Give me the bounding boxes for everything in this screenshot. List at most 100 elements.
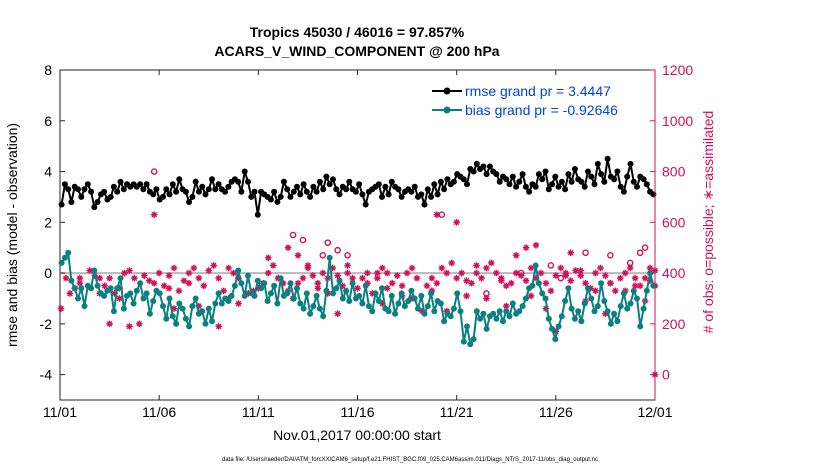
obs-assimilated-marker: [200, 282, 208, 290]
legend-rmse-marker: [443, 87, 451, 95]
bias-point: [450, 305, 457, 312]
bias-point: [339, 295, 346, 302]
plot-area: [59, 69, 656, 401]
bias-point: [218, 300, 225, 307]
bias-point: [61, 254, 68, 261]
obs-possible-marker: [483, 290, 490, 297]
y-right-tick-label: 0: [662, 367, 670, 383]
x-tick-label: 11/01: [43, 404, 77, 420]
obs-assimilated-marker: [597, 264, 604, 272]
rmse-point: [565, 171, 572, 178]
obs-assimilated-marker: [378, 264, 386, 272]
bias-point: [437, 300, 444, 307]
bias-point: [555, 323, 562, 330]
rmse-point: [88, 188, 95, 195]
rmse-point: [212, 186, 219, 193]
bias-point: [585, 285, 591, 292]
bias-point: [284, 290, 291, 297]
obs-assimilated-marker: [567, 277, 575, 284]
bias-point: [277, 275, 284, 282]
rmse-point: [509, 173, 516, 180]
bias-point: [418, 292, 425, 299]
obs-assimilated-marker: [502, 302, 510, 310]
obs-assimilated-marker: [383, 269, 391, 277]
obs-assimilated-marker: [354, 285, 361, 292]
bias-point: [565, 285, 572, 292]
obs-assimilated-marker: [413, 274, 421, 282]
obs-possible-marker: [636, 249, 644, 257]
bias-point: [107, 285, 114, 292]
obs-assimilated-marker: [210, 262, 218, 269]
rmse-point: [398, 193, 405, 200]
bias-point: [133, 287, 140, 294]
bias-point: [549, 325, 555, 332]
rmse-point: [65, 186, 72, 193]
obs-assimilated-marker: [126, 267, 133, 274]
bias-point: [542, 295, 549, 302]
obs-assimilated-marker: [408, 264, 416, 272]
obs-assimilated-marker: [101, 282, 108, 290]
rmse-point: [160, 193, 166, 200]
bias-point: [294, 285, 300, 292]
bias-point: [398, 290, 405, 297]
rmse-point: [241, 168, 248, 175]
y-left-tick-label: 4: [44, 164, 52, 180]
bias-point: [186, 323, 193, 330]
rmse-point: [84, 181, 91, 188]
obs-assimilated-marker: [507, 279, 515, 287]
rmse-point: [300, 181, 307, 188]
rmse-point: [594, 160, 601, 167]
bias-point: [500, 318, 506, 325]
bias-point: [532, 262, 539, 269]
rmse-point: [297, 191, 304, 198]
obs-assimilated-marker: [438, 264, 446, 272]
obs-assimilated-marker: [294, 279, 302, 287]
rmse-point: [627, 160, 634, 167]
rmse-point: [166, 191, 173, 198]
rmse-point: [199, 183, 206, 190]
rmse-point: [192, 178, 199, 185]
obs-assimilated-marker: [155, 269, 163, 277]
bias-point: [189, 303, 196, 310]
obs-assimilated-marker: [497, 277, 505, 284]
rmse-point: [248, 193, 255, 200]
bias-point: [68, 277, 75, 284]
rmse-point: [585, 168, 591, 175]
x-axis-label: Nov.01,2017 00:00:00 start: [273, 427, 441, 443]
rmse-point: [235, 178, 242, 185]
rmse-point: [431, 181, 438, 188]
bias-point: [483, 325, 490, 332]
bias-point: [290, 295, 297, 302]
bias-point: [163, 315, 170, 322]
rmse-point: [480, 163, 487, 170]
obs-assimilated-marker: [309, 272, 317, 279]
x-axis-ticks: 11/01 11/06 11/11 11/16 11/21 11/26 12/01: [43, 70, 673, 420]
obs-assimilated-marker: [592, 269, 599, 277]
bias-point: [388, 292, 395, 299]
bias-point: [254, 277, 261, 284]
rmse-point: [434, 191, 441, 198]
obs-assimilated-marker: [334, 310, 341, 317]
bias-point: [359, 300, 366, 307]
bias-point: [578, 318, 585, 325]
obs-assimilated-marker: [423, 282, 431, 290]
obs-assimilated-marker: [567, 249, 575, 257]
obs-assimilated-marker: [374, 274, 381, 282]
rmse-point: [375, 181, 382, 188]
rmse-point: [294, 183, 300, 190]
bias-point: [146, 310, 153, 317]
obs-assimilated-marker: [522, 277, 530, 284]
bias-point: [117, 275, 124, 282]
obs-assimilated-marker: [66, 290, 74, 297]
legend: rmse grand pr = 3.4447 bias grand pr = -…: [428, 80, 650, 120]
bias-point: [238, 280, 245, 287]
rmse-point: [441, 186, 448, 193]
bias-point: [568, 305, 575, 312]
bias-point: [490, 310, 497, 317]
x-tick-label: 11/16: [341, 404, 375, 420]
legend-box: [428, 80, 650, 120]
bias-point: [91, 267, 98, 274]
bias-point: [506, 313, 513, 320]
rmse-point: [346, 178, 353, 185]
rmse-point: [640, 176, 647, 183]
